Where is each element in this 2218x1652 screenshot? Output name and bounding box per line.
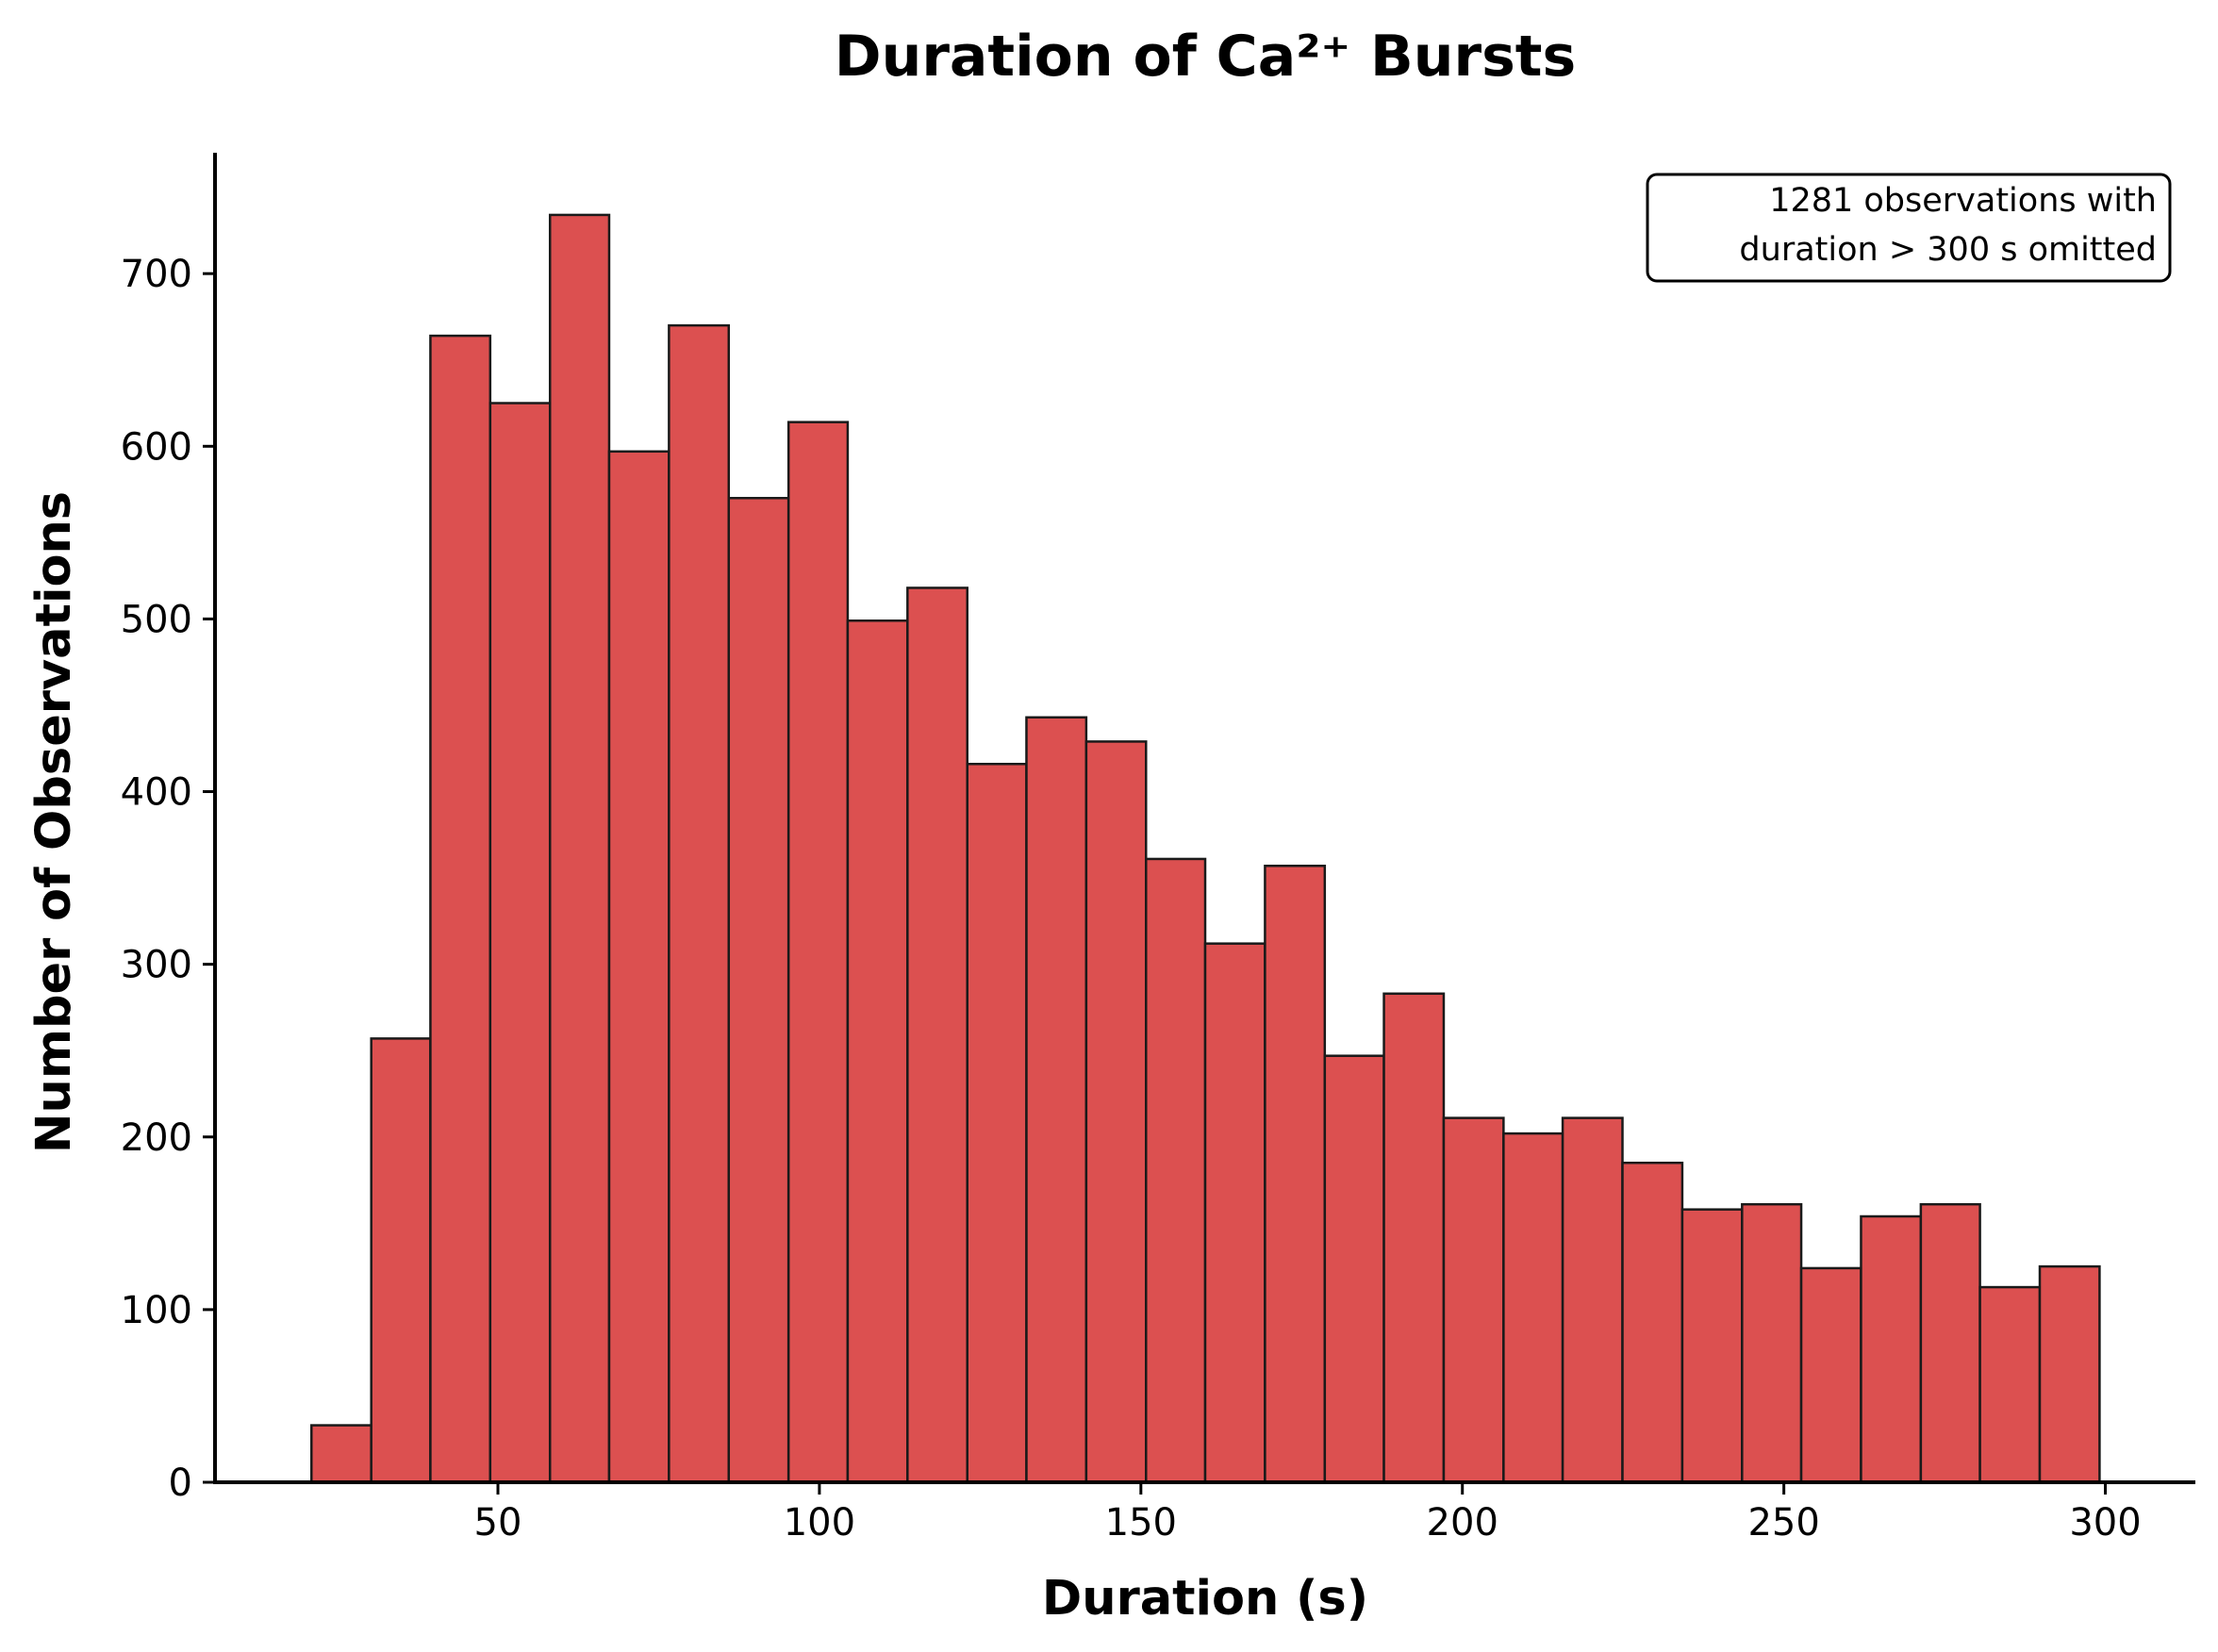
histogram-bar bbox=[1741, 1202, 1803, 1484]
y-tick-label: 600 bbox=[121, 425, 192, 469]
histogram-bar bbox=[727, 496, 790, 1484]
x-axis-label: Duration (s) bbox=[1042, 1571, 1368, 1627]
histogram-bar bbox=[1919, 1202, 1981, 1484]
x-tick-label: 100 bbox=[784, 1501, 855, 1545]
histogram-bar bbox=[966, 762, 1028, 1484]
histogram-bar bbox=[1382, 992, 1446, 1484]
omitted-note-box: 1281 observations with duration > 300 s … bbox=[1646, 173, 2172, 283]
y-tick-label: 500 bbox=[121, 598, 192, 641]
chart-title: Duration of Ca²⁺ Bursts bbox=[835, 24, 1576, 90]
y-tick-label: 300 bbox=[121, 944, 192, 987]
histogram-bar bbox=[1323, 1054, 1385, 1484]
histogram-bar bbox=[1203, 942, 1266, 1484]
histogram-bar bbox=[2038, 1264, 2101, 1484]
omitted-note-line-2: duration > 300 s omitted bbox=[1739, 231, 2157, 269]
y-tick-label: 100 bbox=[121, 1289, 192, 1332]
histogram-bar bbox=[310, 1424, 372, 1484]
histogram-bar bbox=[429, 334, 492, 1484]
histogram-bar bbox=[1799, 1266, 1862, 1484]
histogram-bar bbox=[1084, 740, 1148, 1484]
histogram-bar bbox=[488, 402, 552, 1484]
histogram-bar bbox=[786, 421, 850, 1484]
omitted-note-frame bbox=[1646, 173, 2172, 283]
histogram-bar bbox=[1264, 865, 1327, 1484]
y-tick-label: 0 bbox=[169, 1462, 192, 1505]
x-tick-label: 300 bbox=[2069, 1501, 2141, 1545]
histogram-bar bbox=[1860, 1214, 1923, 1484]
histogram-bar bbox=[906, 586, 968, 1484]
histogram-bar bbox=[548, 213, 611, 1484]
x-tick-label: 50 bbox=[474, 1501, 522, 1545]
histogram-bar bbox=[846, 619, 909, 1484]
histogram-bar bbox=[1561, 1116, 1624, 1484]
histogram-bar bbox=[370, 1037, 432, 1484]
histogram-bar bbox=[1502, 1132, 1564, 1484]
histogram-bar bbox=[1621, 1161, 1684, 1484]
histogram-bar bbox=[607, 450, 670, 1484]
y-axis-label: Number of Observations bbox=[26, 491, 82, 1153]
bars-group bbox=[310, 213, 2101, 1484]
x-tick-label: 250 bbox=[1747, 1501, 1819, 1545]
histogram-bar bbox=[1442, 1116, 1505, 1484]
histogram-bar bbox=[668, 323, 731, 1484]
histogram-bar bbox=[1025, 716, 1088, 1484]
x-tick-label: 150 bbox=[1105, 1501, 1177, 1545]
y-tick-label: 400 bbox=[121, 771, 192, 815]
histogram-bar bbox=[1978, 1285, 2042, 1484]
histogram-bar bbox=[1145, 857, 1207, 1484]
histogram-bar bbox=[1680, 1208, 1744, 1484]
x-axis-ticks: 50 100 150 200 250 300 bbox=[474, 1482, 2142, 1545]
omitted-note-line-1: 1281 observations with bbox=[1769, 182, 2157, 220]
y-axis-ticks: 0 100 200 300 400 500 600 700 bbox=[121, 253, 215, 1505]
x-tick-label: 200 bbox=[1427, 1501, 1498, 1545]
y-tick-label: 200 bbox=[121, 1116, 192, 1160]
y-tick-label: 700 bbox=[121, 253, 192, 296]
